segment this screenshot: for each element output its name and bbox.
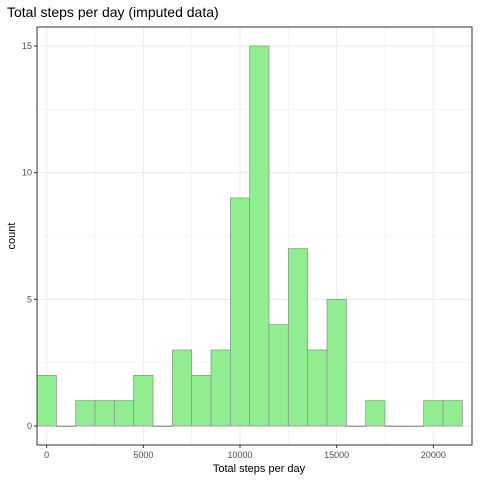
histogram-bar <box>268 324 289 427</box>
y-tick-label: 10 <box>22 168 32 178</box>
x-tick-label: 0 <box>44 450 49 460</box>
y-tick-label: 15 <box>22 41 32 51</box>
x-tick-label: 5000 <box>133 450 153 460</box>
histogram-bar <box>249 45 270 427</box>
histogram-bar <box>55 425 77 427</box>
histogram-bar <box>423 400 444 427</box>
y-tick-label: 0 <box>27 421 32 431</box>
chart-title: Total steps per day (imputed data) <box>7 4 219 20</box>
x-tick-label: 20000 <box>421 450 446 460</box>
panel-border <box>36 26 473 446</box>
histogram-bar <box>113 400 135 427</box>
histogram-bar <box>210 349 231 427</box>
axis-ticks: 0 5000 10000 15000 20000 0 5 10 15 <box>22 41 446 460</box>
histogram-bar <box>191 374 212 427</box>
histogram-bar <box>403 425 425 427</box>
histogram-bar <box>36 374 57 427</box>
histogram-bar <box>229 197 251 427</box>
x-tick-label: 15000 <box>324 450 349 460</box>
x-tick-label: 10000 <box>227 450 252 460</box>
histogram-bar <box>133 374 154 427</box>
histogram-bar <box>442 400 463 427</box>
histogram-bar <box>307 349 328 427</box>
histogram-bar <box>152 425 173 427</box>
histogram-bar <box>94 400 115 427</box>
histogram-bar <box>345 425 367 427</box>
histogram-bar <box>75 400 96 427</box>
histogram-bar <box>384 425 405 427</box>
y-tick-label: 5 <box>27 294 32 304</box>
histogram-bar <box>287 248 309 427</box>
y-axis-title: count <box>6 223 18 250</box>
histogram-bars <box>36 45 463 427</box>
histogram-bar <box>171 349 193 427</box>
histogram-bar <box>365 400 386 427</box>
x-axis-title: Total steps per day <box>213 463 306 475</box>
histogram-bar <box>326 298 347 427</box>
